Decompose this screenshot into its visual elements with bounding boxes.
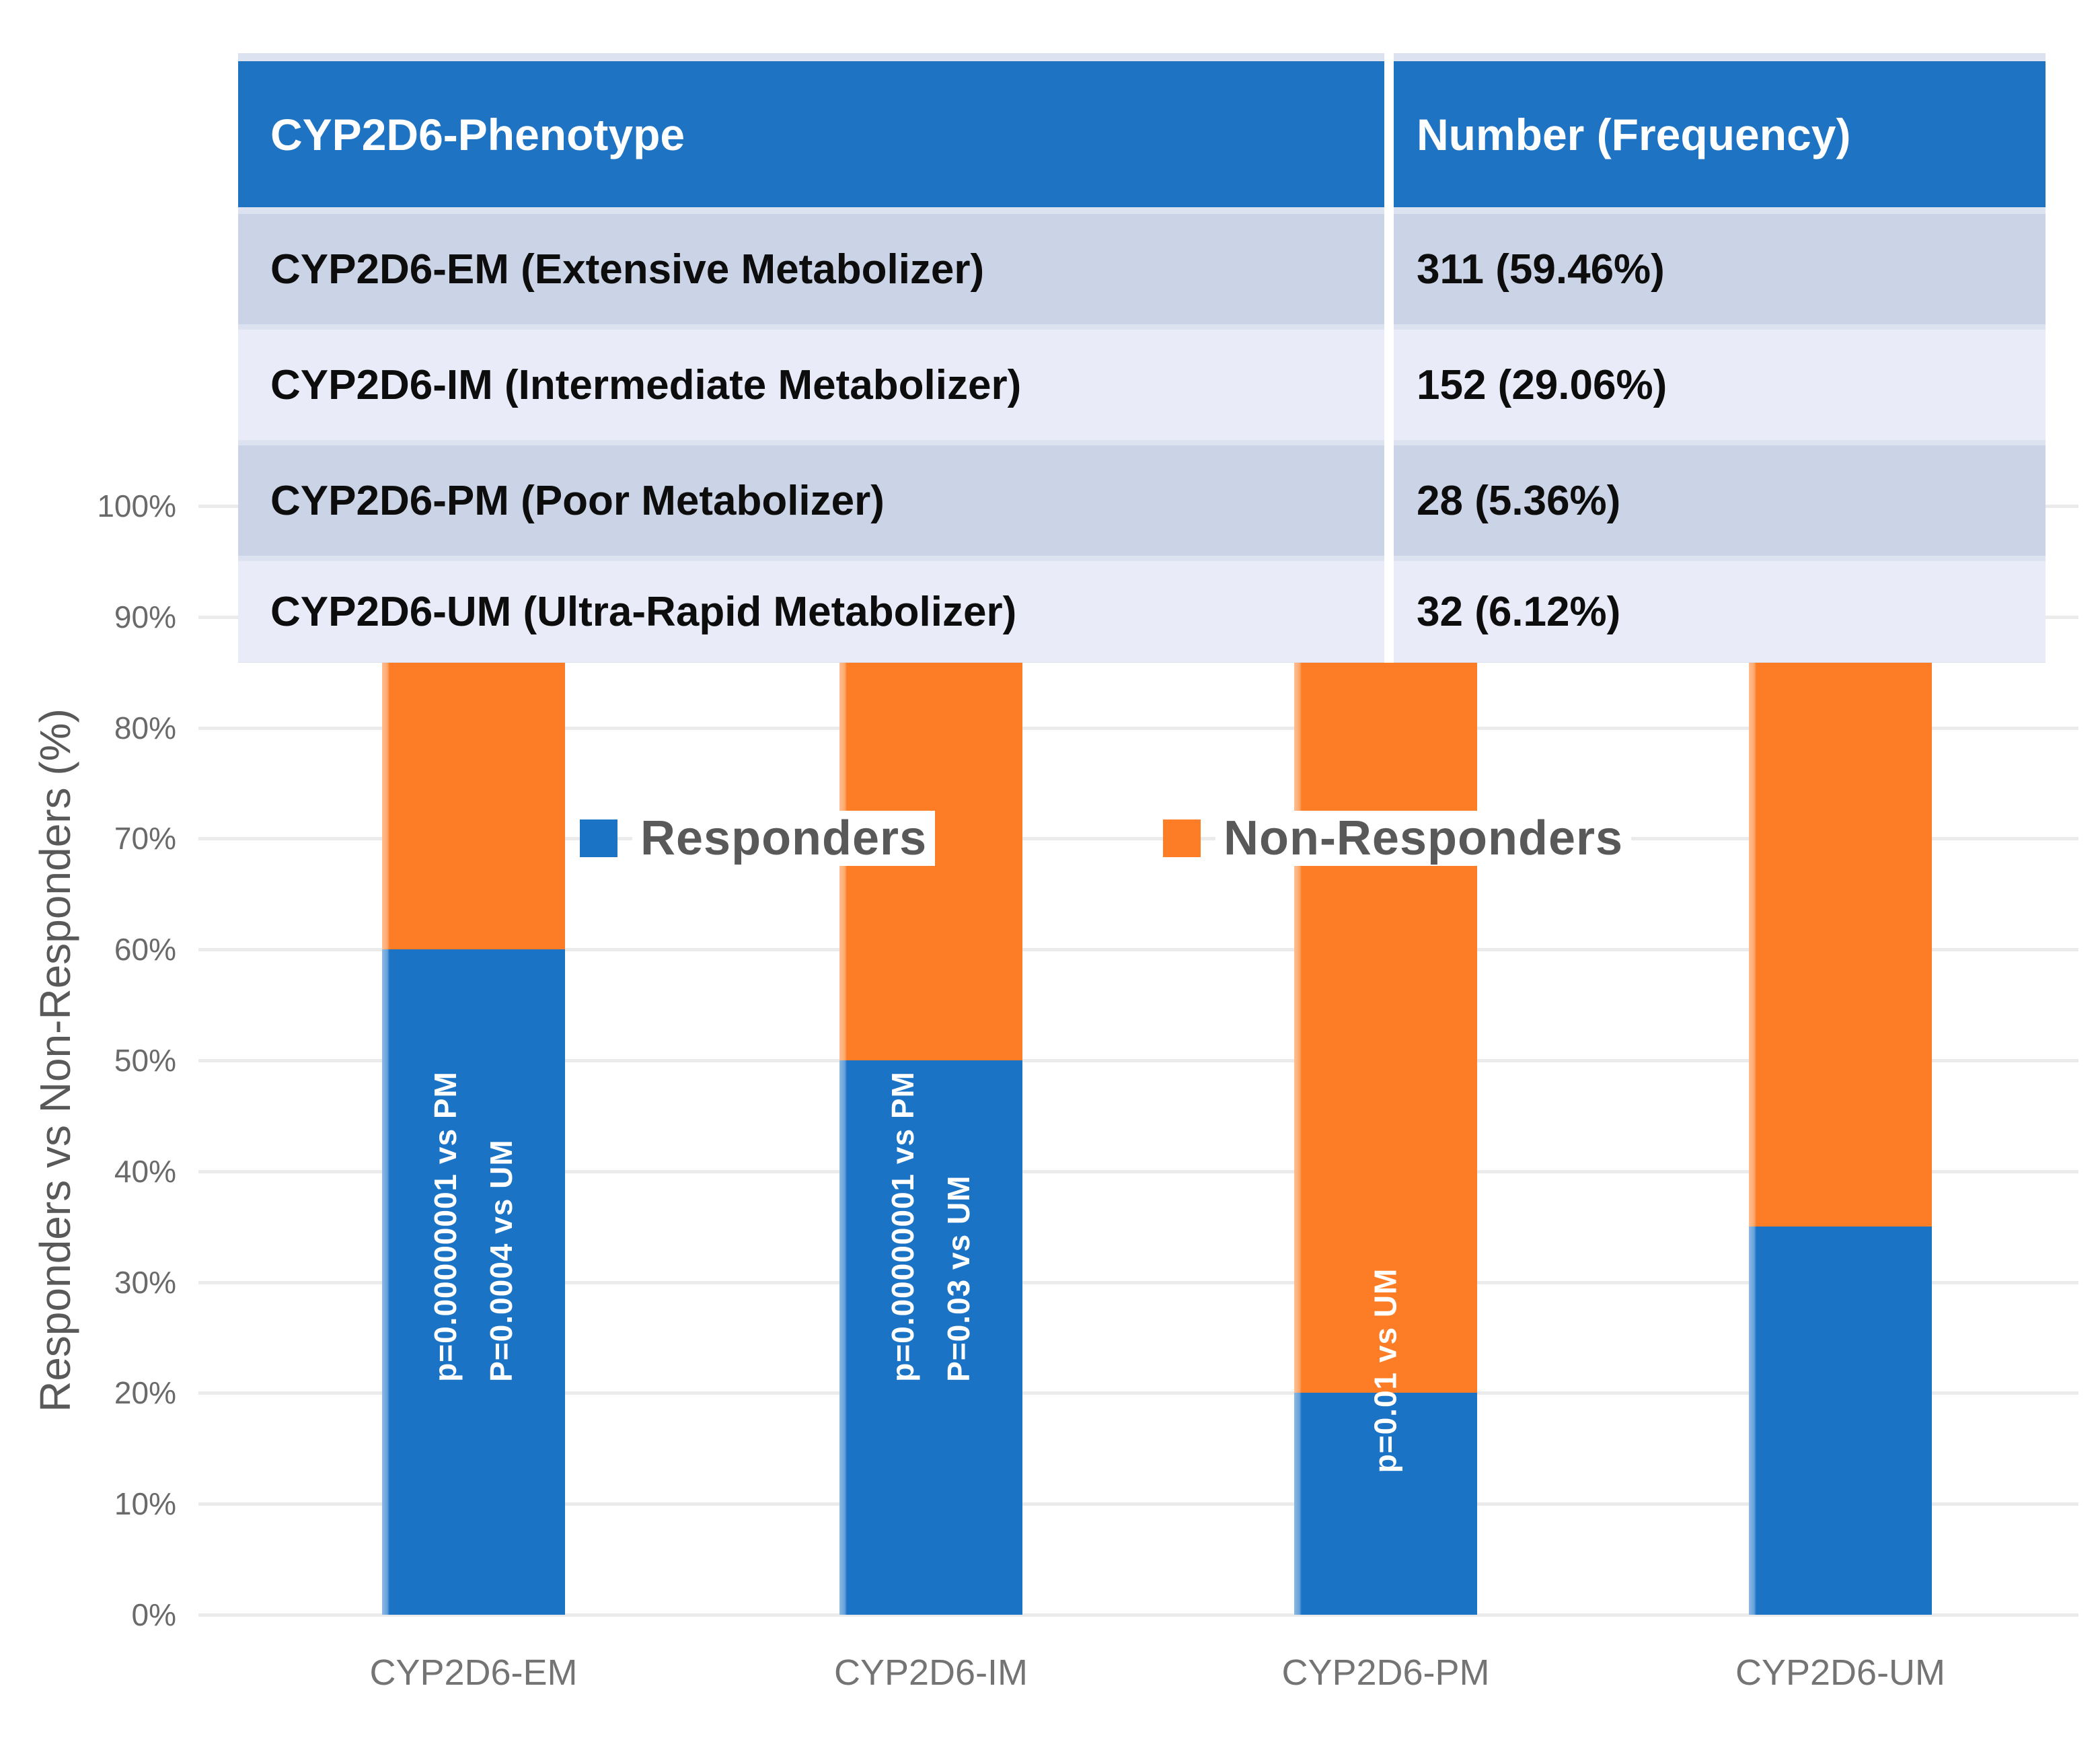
p-value-annotation-CYP2D6-IM: p=0.00000001 vs PM P=0.03 vs UM [885,1071,976,1383]
table-cell-frequency: 28 (5.36%) [1417,477,1621,524]
y-tick-label: 0% [131,1597,176,1632]
table-cell-phenotype: CYP2D6-EM (Extensive Metabolizer) [270,246,985,293]
non-responders-legend-label: Non-Responders [1215,811,1632,866]
table-cell-phenotype: CYP2D6-IM (Intermediate Metabolizer) [270,361,1022,408]
table-row-em: CYP2D6-EM (Extensive Metabolizer) 311 (5… [238,214,2046,324]
table-row-im: CYP2D6-IM (Intermediate Metabolizer) 152… [238,330,2046,440]
bar-responders-CYP2D6-UM [1749,1227,1932,1615]
x-axis-label-CYP2D6-EM: CYP2D6-EM [369,1652,578,1693]
y-tick-label: 70% [114,821,176,856]
bar-responders-CYP2D6-IM [839,1060,1022,1615]
gridline-80% [198,726,2078,730]
gridline-10% [198,1502,2078,1506]
non-responders-legend-swatch [1163,819,1201,857]
y-tick-label: 50% [114,1043,176,1078]
gridline-50% [198,1059,2078,1062]
p-value-annotation-CYP2D6-EM: p=0.00000001 vs PM P=0.0004 vs UM [428,1071,519,1383]
table-row-pm: CYP2D6-PM (Poor Metabolizer) 28 (5.36%) [238,445,2046,556]
gridline-60% [198,948,2078,952]
y-tick-label: 90% [114,599,176,634]
table-header-phenotype: CYP2D6-Phenotype [270,109,685,159]
table-cell-phenotype: CYP2D6-PM (Poor Metabolizer) [270,477,885,524]
x-axis-label-CYP2D6-IM: CYP2D6-IM [833,1652,1028,1693]
y-tick-label: 10% [114,1486,176,1522]
y-tick-label: 80% [114,710,176,745]
gridline-20% [198,1391,2078,1395]
table-cell-frequency: 152 (29.06%) [1417,361,1667,408]
table-column-divider [1384,53,1394,663]
table-cell-frequency: 311 (59.46%) [1417,246,1665,293]
table-row-um: CYP2D6-UM (Ultra-Rapid Metabolizer) 32 (… [238,561,2046,662]
table-header-frequency: Number (Frequency) [1417,109,1851,159]
p-value-annotation-CYP2D6-PM: p=0.01 vs UM [1367,1268,1403,1473]
bar-responders-CYP2D6-EM [382,949,565,1615]
gridline-40% [198,1169,2078,1173]
legend-item-non-responders: Non-Responders [1163,811,1632,866]
x-axis-label-CYP2D6-PM: CYP2D6-PM [1281,1652,1490,1693]
table-cell-phenotype: CYP2D6-UM (Ultra-Rapid Metabolizer) [270,588,1017,635]
bar-responders-CYP2D6-PM [1294,1393,1477,1615]
responders-legend-label: Responders [632,811,936,866]
y-tick-label: 60% [114,932,176,968]
legend-item-responders: Responders [580,811,936,866]
y-tick-label: 30% [114,1264,176,1300]
y-tick-label: 40% [114,1153,176,1189]
responders-legend-swatch [580,819,617,857]
y-tick-label: 20% [114,1375,176,1411]
y-axis-title: Responders vs Non-Responders (%) [31,708,79,1412]
gridline-0% [198,1613,2078,1617]
table-cell-frequency: 32 (6.12%) [1417,588,1621,635]
x-axis-label-CYP2D6-UM: CYP2D6-UM [1735,1652,1946,1693]
gridline-70% [198,837,2078,841]
gridline-30% [198,1280,2078,1284]
y-tick-label: 100% [97,488,176,523]
table-header-row: CYP2D6-Phenotype Number (Frequency) [238,61,2046,207]
phenotype-frequency-table: CYP2D6-Phenotype Number (Frequency) CYP2… [238,53,2046,663]
